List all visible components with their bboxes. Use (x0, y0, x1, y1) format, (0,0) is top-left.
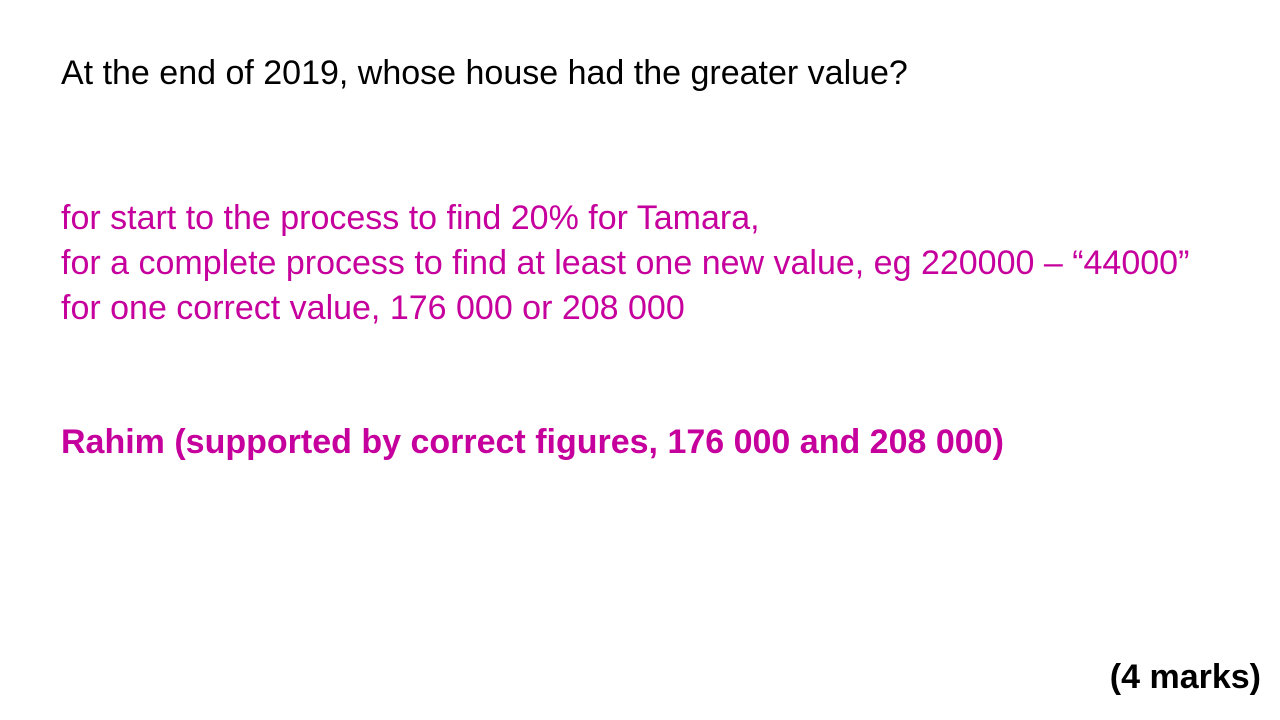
mark-scheme-list: for start to the process to find 20% for… (61, 196, 1241, 331)
mark-scheme-step-3: for one correct value, 176 000 or 208 00… (61, 289, 685, 327)
mark-scheme-step-2: for a complete process to find at least … (61, 244, 1190, 282)
mark-scheme-step-1: for start to the process to find 20% for… (61, 199, 760, 237)
final-answer: Rahim (supported by correct figures, 176… (61, 423, 1004, 461)
question-text: At the end of 2019, whose house had the … (61, 54, 908, 92)
marks-label: (4 marks) (1109, 658, 1261, 696)
